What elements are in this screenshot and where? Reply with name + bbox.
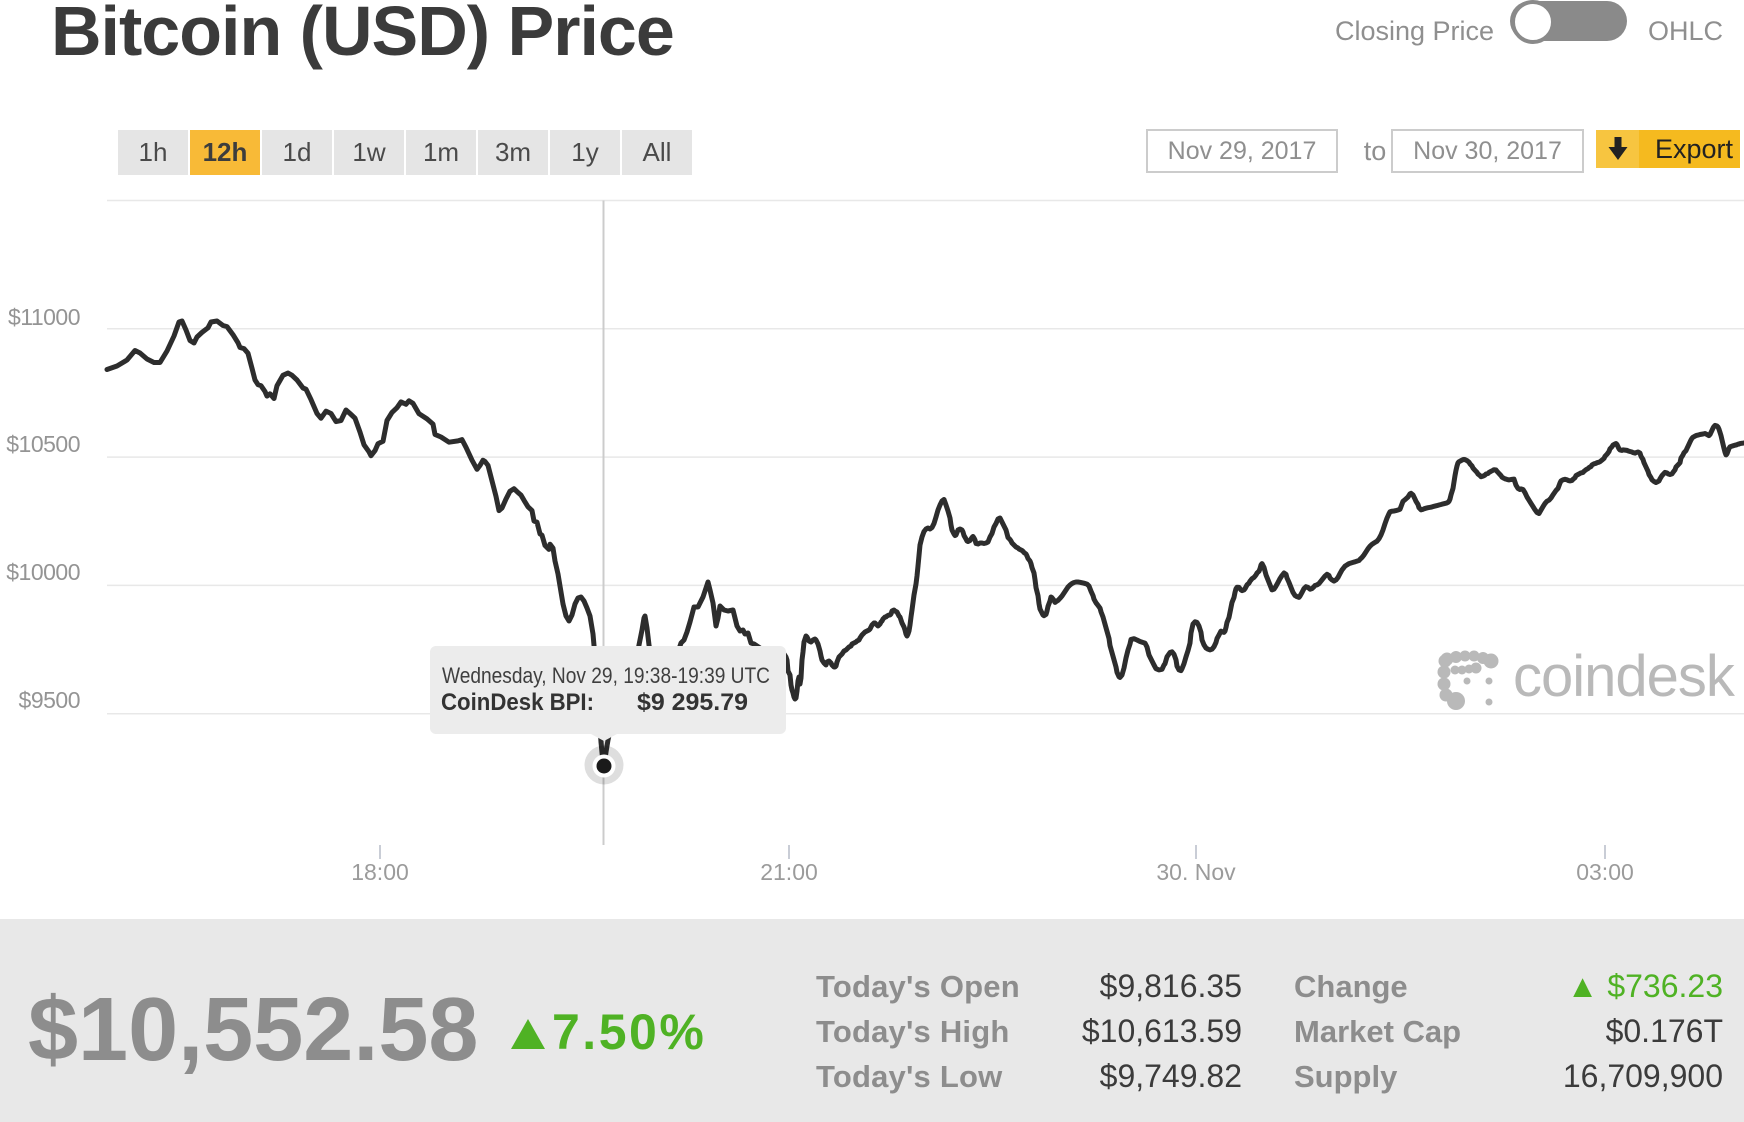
svg-text:$9 295.79: $9 295.79 <box>637 689 748 716</box>
svg-text:30. Nov: 30. Nov <box>1156 859 1236 885</box>
svg-text:03:00: 03:00 <box>1576 859 1634 885</box>
svg-text:Wednesday, Nov 29, 19:38-19:39: Wednesday, Nov 29, 19:38-19:39 UTC <box>442 663 770 688</box>
svg-text:$9500: $9500 <box>19 687 80 713</box>
svg-text:$10000: $10000 <box>6 559 80 585</box>
svg-text:21:00: 21:00 <box>760 859 818 885</box>
svg-text:CoinDesk BPI:: CoinDesk BPI: <box>441 689 594 716</box>
svg-text:18:00: 18:00 <box>351 859 409 885</box>
svg-text:coindesk: coindesk <box>1513 644 1736 709</box>
svg-text:$10500: $10500 <box>6 431 80 457</box>
svg-text:$11000: $11000 <box>8 304 80 330</box>
